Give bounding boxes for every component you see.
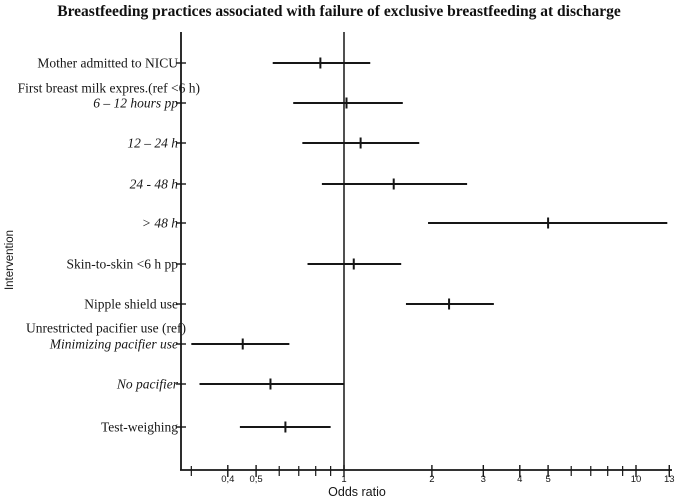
x-tick-label: 3 (481, 474, 486, 485)
x-axis-title: Odds ratio (328, 485, 386, 499)
category-label: No pacifier (116, 377, 179, 392)
chart-title: Breastfeeding practices associated with … (57, 3, 621, 20)
category-label: Minimizing pacifier use (49, 337, 178, 352)
category-label: 24 - 48 h (130, 177, 179, 192)
x-tick-label: 2 (429, 474, 434, 485)
x-tick-label: 5 (545, 474, 550, 485)
x-tick-label: 4 (517, 474, 522, 485)
category-label: Unrestricted pacifier use (ref) (26, 321, 186, 336)
y-axis-title: Intervention (4, 230, 16, 290)
category-label: 12 – 24 h (127, 136, 178, 151)
category-label: Test-weighing (101, 420, 178, 435)
category-label: Skin-to-skin <6 h pp (67, 257, 179, 272)
x-tick-label: 0,4 (221, 474, 234, 485)
category-label: > 48 h (142, 216, 178, 231)
x-tick-label: 13 (664, 474, 675, 485)
x-tick-label: 0,5 (249, 474, 262, 485)
x-tick-label: 10 (631, 474, 642, 485)
category-label: Nipple shield use (84, 297, 178, 312)
category-label: 6 – 12 hours pp (93, 96, 178, 111)
x-tick-label: 1 (341, 474, 346, 485)
category-label: First breast milk expres.(ref <6 h) (18, 81, 200, 96)
category-label: Mother admitted to NICU (37, 56, 178, 71)
